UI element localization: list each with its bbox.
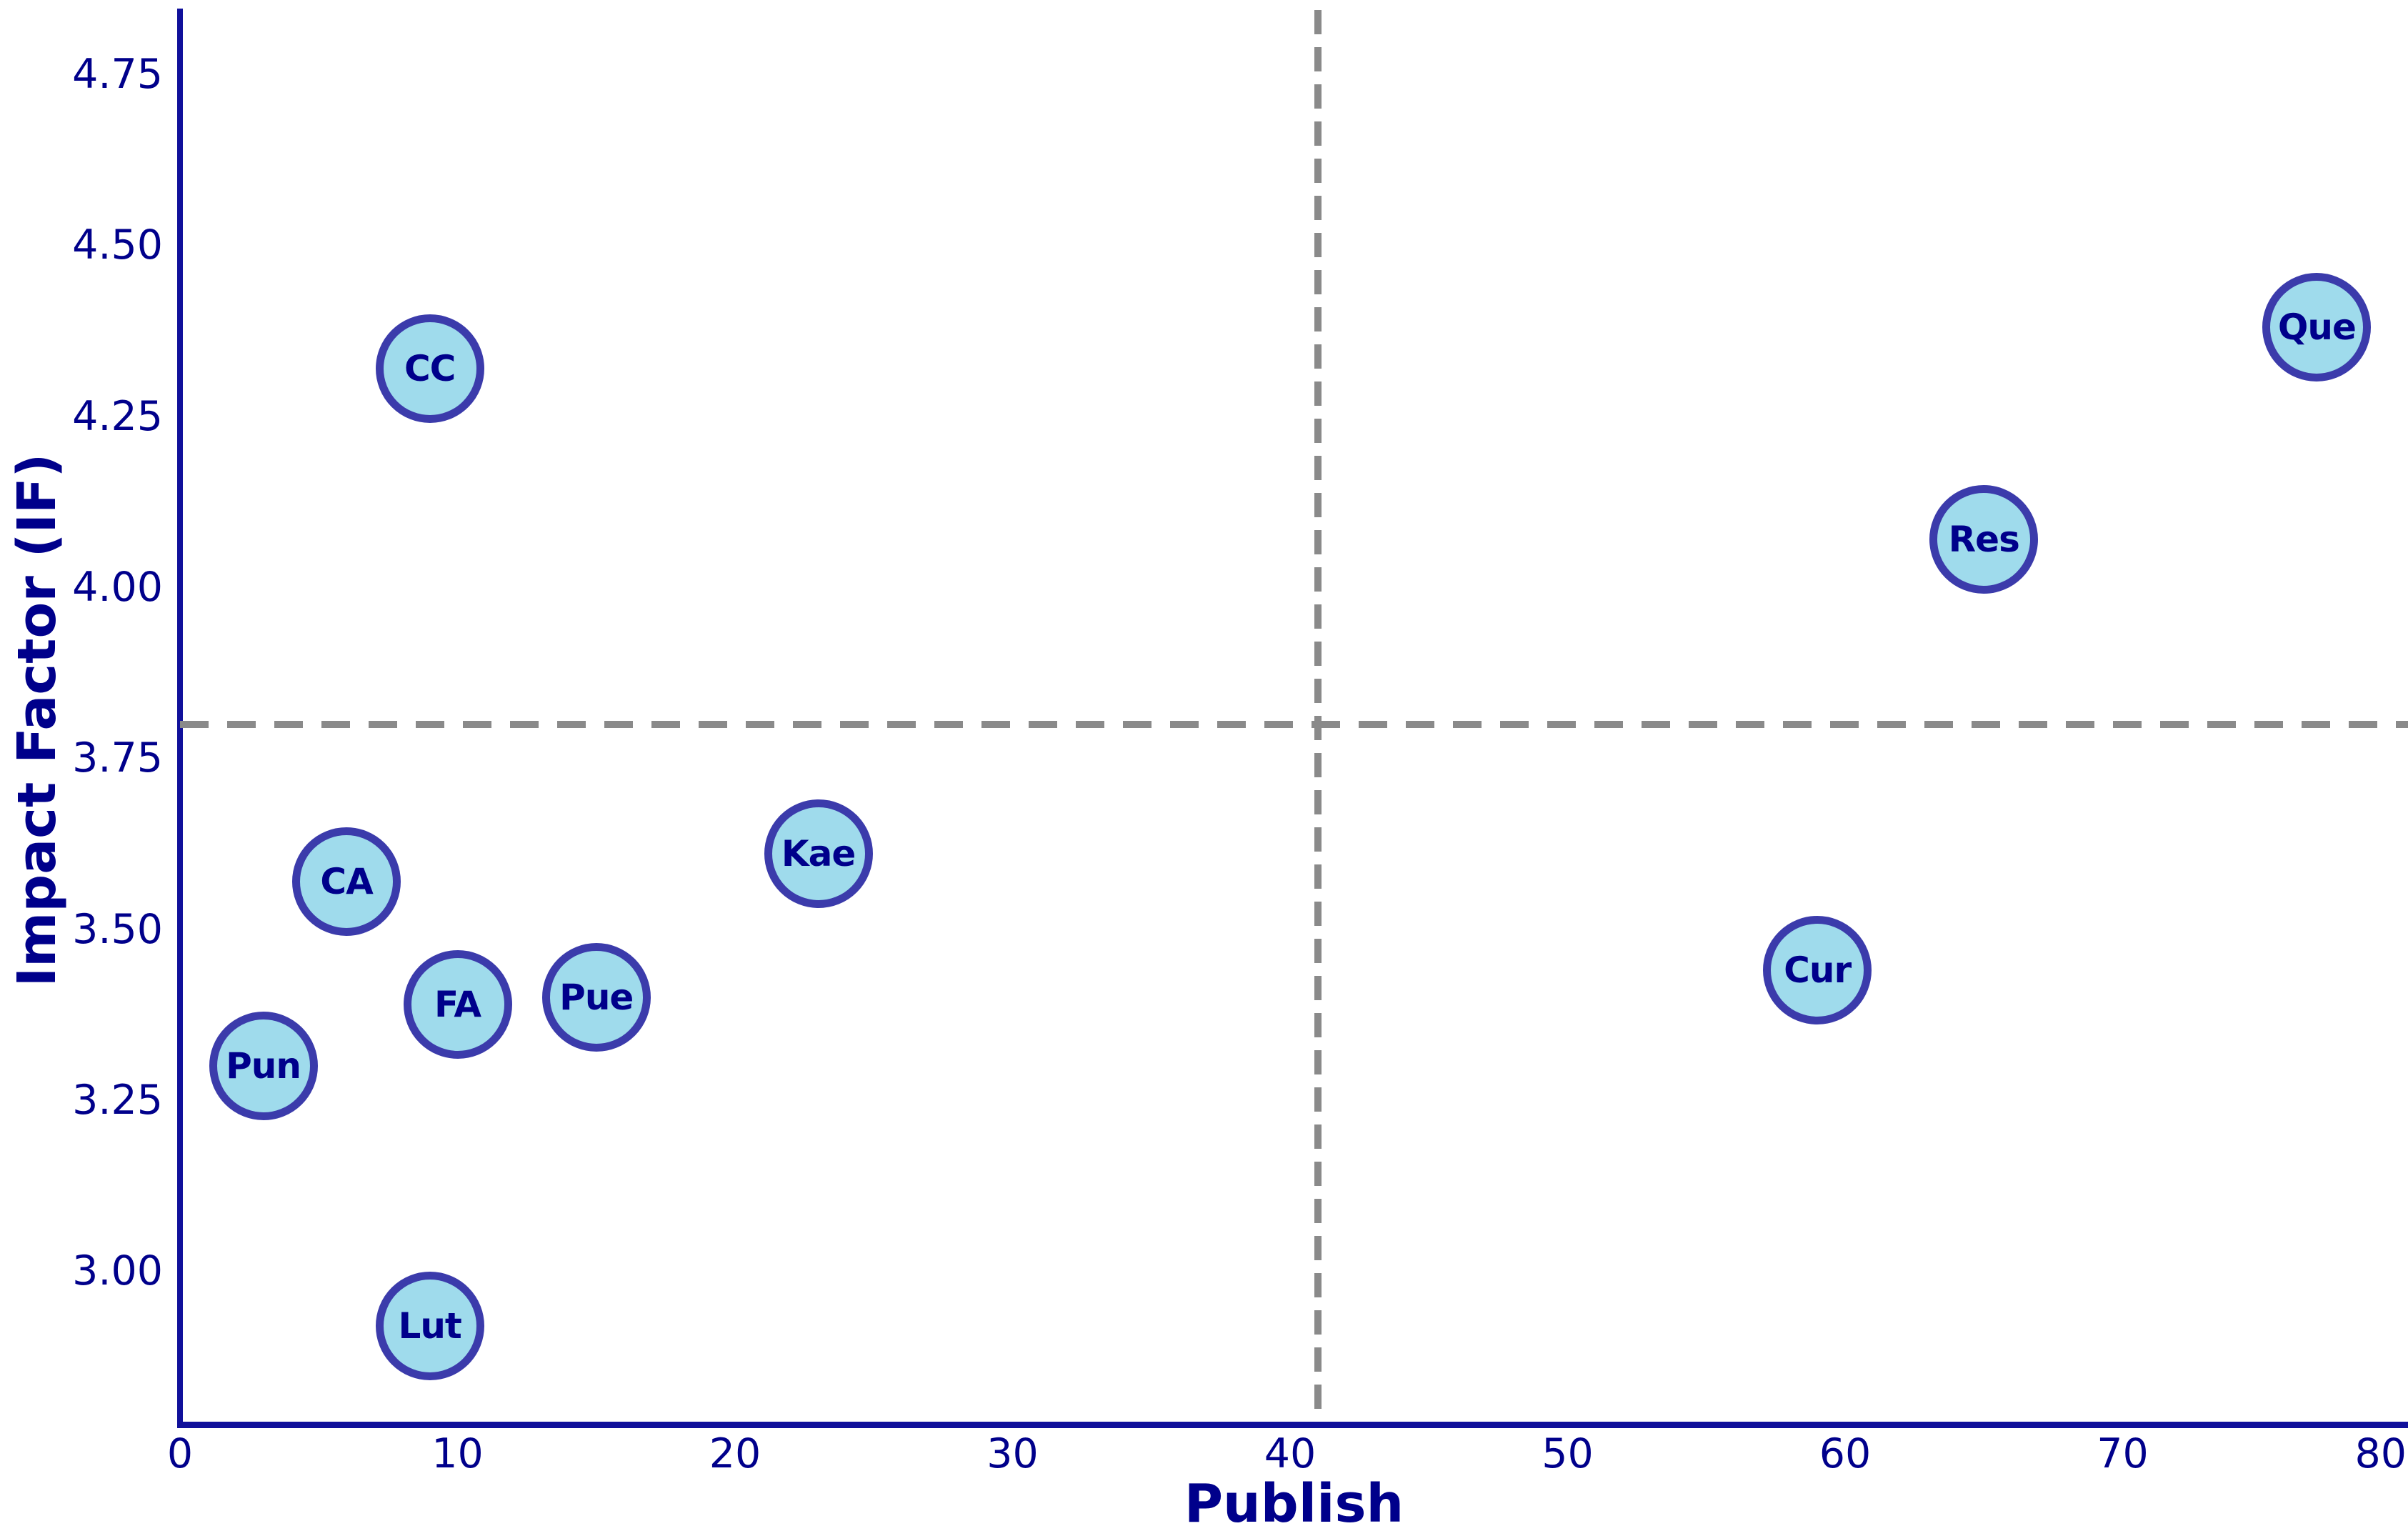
data-point-label: Kae xyxy=(781,833,856,875)
y-axis-line xyxy=(177,9,183,1428)
data-point-bubble: Pun xyxy=(209,1012,318,1121)
x-tick-label: 0 xyxy=(166,1430,194,1477)
data-point-label: CC xyxy=(404,347,456,389)
x-tick-label: 70 xyxy=(2097,1430,2149,1477)
y-tick-label: 4.00 xyxy=(72,564,163,612)
x-tick-label: 30 xyxy=(986,1430,1039,1477)
data-point-label: Pue xyxy=(559,977,634,1019)
data-point-bubble: CA xyxy=(292,827,401,936)
data-point-label: Res xyxy=(1948,519,2020,561)
x-tick-label: 80 xyxy=(2354,1430,2407,1477)
data-point-label: CA xyxy=(320,860,373,902)
data-point-bubble: Que xyxy=(2262,273,2372,382)
y-tick-label: 4.75 xyxy=(72,51,163,99)
y-tick-label: 4.25 xyxy=(72,392,163,440)
x-tick-label: 60 xyxy=(1819,1430,1872,1477)
data-point-label: FA xyxy=(434,984,481,1026)
data-point-bubble: Pue xyxy=(541,943,651,1052)
y-tick-label: 3.75 xyxy=(72,734,163,782)
data-point-label: Pun xyxy=(226,1045,301,1087)
data-point-bubble: Res xyxy=(1929,485,2039,594)
x-tick-label: 50 xyxy=(1542,1430,1594,1477)
y-tick-label: 4.50 xyxy=(72,221,163,269)
x-tick-label: 10 xyxy=(431,1430,484,1477)
x-axis-title: Publish xyxy=(1184,1473,1404,1535)
x-axis-line xyxy=(177,1422,2408,1428)
x-tick-label: 20 xyxy=(709,1430,761,1477)
data-point-label: Cur xyxy=(1784,949,1852,992)
data-point-label: Lut xyxy=(398,1305,461,1347)
data-point-bubble: Lut xyxy=(375,1271,484,1380)
y-tick-label: 3.50 xyxy=(72,905,163,953)
y-tick-label: 3.00 xyxy=(72,1247,163,1295)
vertical-reference-line xyxy=(1314,10,1322,1422)
data-point-label: Que xyxy=(2277,306,2357,349)
data-point-bubble: CC xyxy=(375,314,484,423)
x-tick-label: 40 xyxy=(1264,1430,1317,1477)
data-point-bubble: Cur xyxy=(1763,916,1872,1025)
data-point-bubble: FA xyxy=(403,950,512,1059)
data-point-bubble: Kae xyxy=(764,799,873,909)
y-tick-label: 3.25 xyxy=(72,1077,163,1124)
horizontal-reference-line xyxy=(180,720,2408,728)
